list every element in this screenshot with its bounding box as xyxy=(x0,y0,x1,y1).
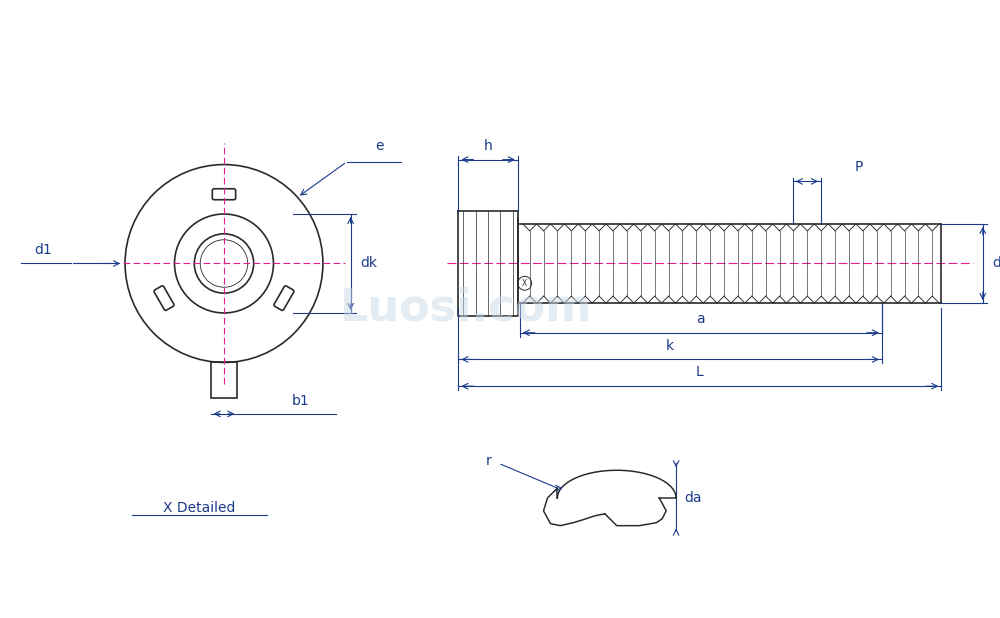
Text: k: k xyxy=(666,339,674,352)
Text: dk: dk xyxy=(361,256,378,271)
Text: X Detailed: X Detailed xyxy=(163,501,235,515)
Bar xyxy=(211,362,237,398)
Text: L: L xyxy=(696,365,704,379)
Text: d1: d1 xyxy=(34,243,52,256)
Text: d: d xyxy=(993,256,1000,271)
Text: a: a xyxy=(697,312,705,326)
Text: X: X xyxy=(522,279,527,288)
Text: Luosi.com: Luosi.com xyxy=(340,287,593,329)
Text: e: e xyxy=(375,139,384,153)
Text: h: h xyxy=(484,138,493,153)
Text: da: da xyxy=(684,491,702,505)
Text: P: P xyxy=(854,161,863,174)
Text: b1: b1 xyxy=(292,394,310,408)
Text: r: r xyxy=(485,454,491,468)
